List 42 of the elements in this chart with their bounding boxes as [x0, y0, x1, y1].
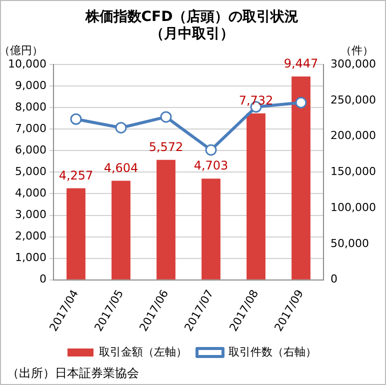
y2-tick-label: 300,000 — [330, 57, 376, 70]
y-tick-label: 1,000 — [14, 251, 46, 264]
data-label: 4,257 — [58, 168, 94, 182]
legend-label: 取引件数（右軸） — [228, 345, 316, 358]
y2-tick-label: 200,000 — [330, 129, 376, 142]
bar — [246, 113, 266, 280]
y-tick-label: 7,000 — [14, 122, 46, 136]
point — [205, 144, 217, 156]
point — [115, 122, 127, 134]
y2-tick-label: 150,000 — [330, 165, 376, 178]
data-label: 4,703 — [194, 158, 228, 173]
y2-tick-label: 50,000 — [330, 236, 370, 250]
point — [70, 113, 82, 125]
bar — [66, 188, 86, 280]
y2-tick-label: 0 — [330, 272, 338, 286]
data-label: 7,732 — [238, 94, 274, 108]
y-axis-title: （億円） — [0, 44, 43, 57]
data-label: 4,604 — [104, 160, 138, 175]
legend-label: 取引金額（左軸） — [99, 345, 187, 358]
text: 株価指数CFD（店頭）の取引状況 — [85, 9, 299, 26]
y-tick-label: 6,000 — [14, 144, 46, 157]
y2-tick-label: 250,000 — [330, 93, 376, 106]
y2-axis-title: （件） — [340, 44, 374, 57]
y-tick-label: 9,000 — [14, 78, 46, 92]
point — [295, 96, 307, 108]
data-label: 9,447 — [284, 56, 318, 71]
y-tick-label: 5,000 — [14, 165, 46, 178]
y-tick-label: 3,000 — [14, 208, 46, 222]
bar — [156, 160, 176, 280]
y-tick-label: 4,000 — [14, 186, 46, 200]
bar — [112, 180, 130, 280]
point — [160, 111, 172, 123]
y-tick-label: 8,000 — [14, 100, 46, 114]
text: （月中取引） — [150, 26, 234, 42]
y2-tick-label: 100,000 — [330, 200, 376, 214]
text: （出所）日本証券業協会 — [7, 366, 139, 380]
y-tick-label: 2,000 — [14, 230, 46, 243]
bar — [292, 76, 310, 280]
bar — [202, 178, 220, 280]
data-label: 5,572 — [148, 140, 184, 154]
y-tick-label: 10,000 — [8, 57, 46, 70]
y-tick-label: 0 — [39, 272, 46, 286]
